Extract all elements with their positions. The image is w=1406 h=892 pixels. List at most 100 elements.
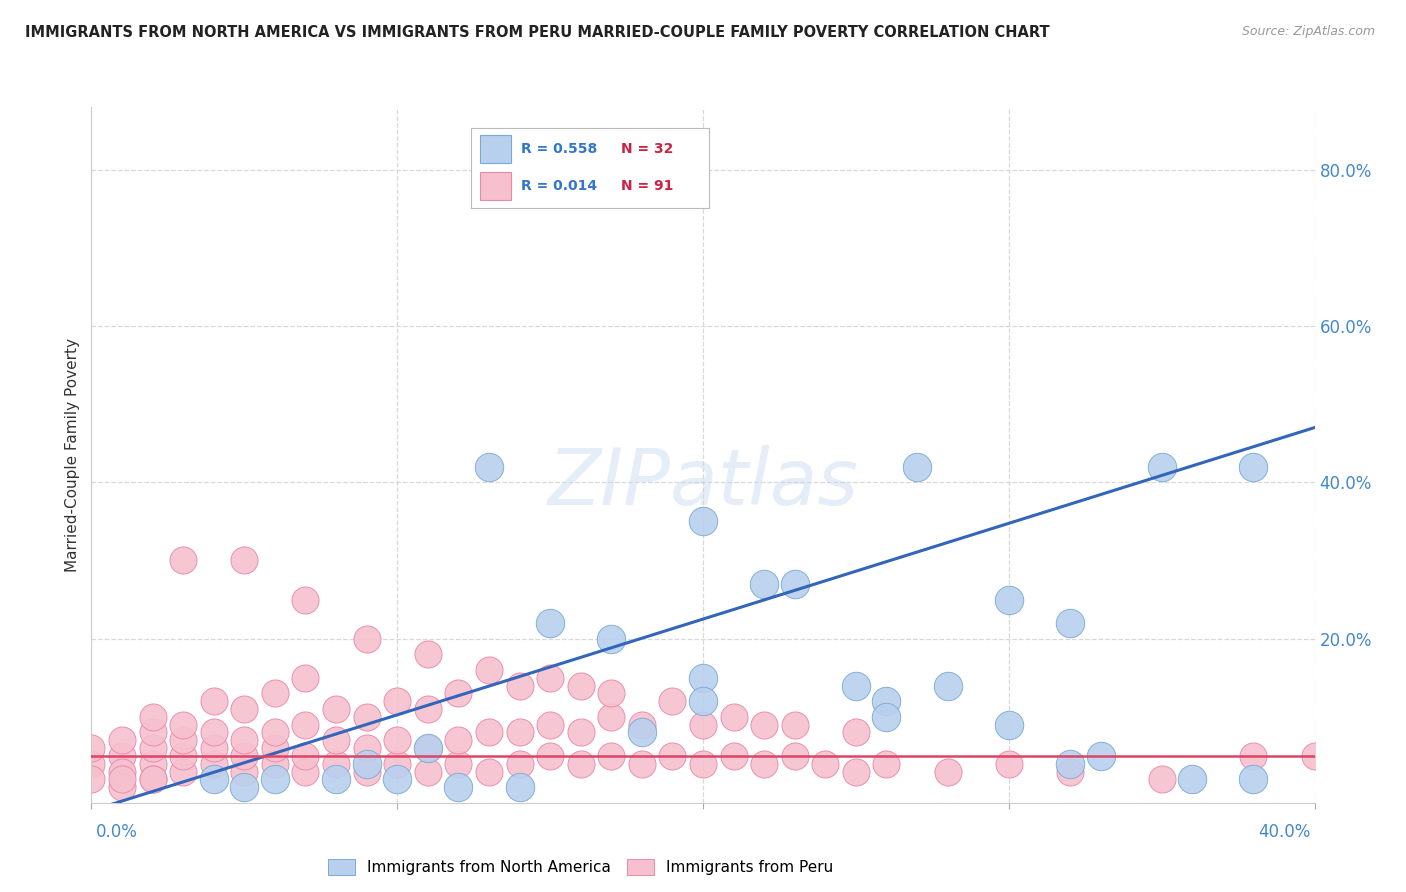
Point: [905, 459, 928, 474]
Point: [202, 725, 225, 739]
Point: [509, 780, 531, 794]
Point: [356, 741, 378, 756]
Text: ZIPatlas: ZIPatlas: [547, 445, 859, 521]
Point: [202, 756, 225, 771]
Point: [875, 694, 898, 708]
Point: [202, 741, 225, 756]
Text: 40.0%: 40.0%: [1258, 822, 1310, 840]
Point: [998, 756, 1021, 771]
Point: [631, 725, 654, 739]
Point: [631, 717, 654, 731]
Point: [233, 553, 256, 567]
Point: [692, 694, 714, 708]
Point: [998, 717, 1021, 731]
Legend: Immigrants from North America, Immigrants from Peru: Immigrants from North America, Immigrant…: [328, 858, 834, 875]
Point: [264, 725, 287, 739]
Point: [172, 553, 194, 567]
Text: Source: ZipAtlas.com: Source: ZipAtlas.com: [1241, 25, 1375, 38]
Point: [538, 671, 561, 685]
Point: [264, 756, 287, 771]
Point: [600, 632, 623, 646]
Point: [936, 764, 959, 779]
Point: [845, 679, 868, 693]
Point: [478, 663, 501, 677]
Point: [294, 748, 316, 763]
Point: [385, 733, 409, 747]
Point: [723, 748, 745, 763]
Point: [1181, 772, 1204, 787]
Point: [754, 756, 776, 771]
Point: [80, 772, 103, 787]
Point: [141, 741, 163, 756]
Point: [1243, 748, 1265, 763]
Point: [416, 647, 439, 661]
Point: [569, 756, 592, 771]
Point: [569, 725, 592, 739]
Point: [509, 756, 531, 771]
Point: [447, 780, 470, 794]
Point: [754, 577, 776, 591]
Point: [447, 756, 470, 771]
Point: [1150, 459, 1173, 474]
Point: [385, 772, 409, 787]
Point: [294, 592, 316, 607]
Point: [936, 679, 959, 693]
Point: [172, 764, 194, 779]
Point: [754, 717, 776, 731]
Point: [385, 694, 409, 708]
Point: [814, 756, 837, 771]
Point: [325, 733, 347, 747]
Point: [172, 717, 194, 731]
Point: [447, 686, 470, 700]
Point: [111, 733, 134, 747]
Point: [233, 702, 256, 716]
Point: [538, 615, 561, 630]
Point: [845, 764, 868, 779]
Point: [478, 459, 501, 474]
Point: [416, 741, 439, 756]
Point: [141, 710, 163, 724]
Point: [875, 710, 898, 724]
Point: [1059, 756, 1081, 771]
Point: [294, 671, 316, 685]
Point: [325, 756, 347, 771]
Point: [661, 694, 683, 708]
Point: [538, 717, 561, 731]
Point: [233, 764, 256, 779]
Point: [111, 764, 134, 779]
Point: [111, 748, 134, 763]
Point: [416, 741, 439, 756]
Point: [233, 733, 256, 747]
Y-axis label: Married-Couple Family Poverty: Married-Couple Family Poverty: [65, 338, 80, 572]
Point: [294, 717, 316, 731]
Point: [141, 756, 163, 771]
Point: [845, 725, 868, 739]
Point: [692, 671, 714, 685]
Point: [447, 733, 470, 747]
Point: [416, 764, 439, 779]
Point: [1303, 748, 1326, 763]
Point: [1243, 772, 1265, 787]
Point: [356, 756, 378, 771]
Point: [141, 772, 163, 787]
Point: [509, 725, 531, 739]
Point: [783, 748, 806, 763]
Point: [80, 756, 103, 771]
Point: [661, 748, 683, 763]
Point: [202, 694, 225, 708]
Point: [325, 772, 347, 787]
Point: [385, 756, 409, 771]
Point: [600, 686, 623, 700]
Point: [538, 748, 561, 763]
Point: [264, 741, 287, 756]
Point: [264, 686, 287, 700]
Text: IMMIGRANTS FROM NORTH AMERICA VS IMMIGRANTS FROM PERU MARRIED-COUPLE FAMILY POVE: IMMIGRANTS FROM NORTH AMERICA VS IMMIGRA…: [25, 25, 1050, 40]
Point: [202, 772, 225, 787]
Point: [600, 710, 623, 724]
Text: 0.0%: 0.0%: [96, 822, 138, 840]
Point: [1059, 764, 1081, 779]
Point: [783, 577, 806, 591]
Point: [294, 764, 316, 779]
Point: [692, 717, 714, 731]
Point: [692, 756, 714, 771]
